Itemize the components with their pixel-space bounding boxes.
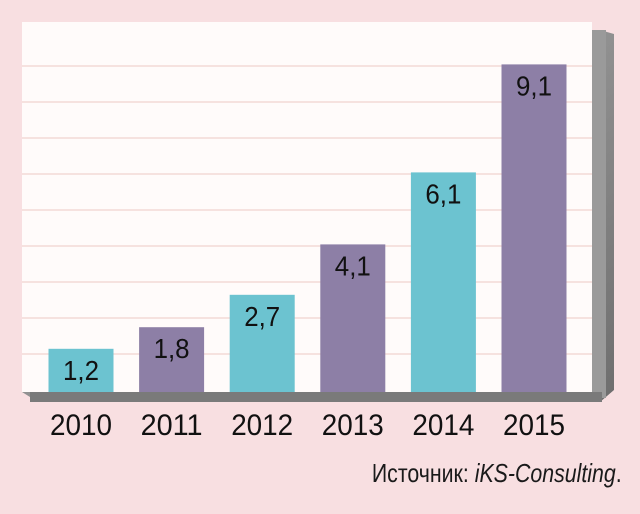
x-tick-label-2011: 2011 — [141, 409, 203, 442]
plot-frame-bottom-depth — [30, 392, 602, 402]
source-end: . — [616, 458, 622, 488]
bar-2014 — [410, 172, 476, 392]
x-tick-label-2015: 2015 — [503, 409, 565, 442]
value-label-2011: 1,8 — [154, 333, 190, 364]
x-tick-label-2013: 2013 — [322, 409, 384, 442]
bar-2015 — [501, 64, 567, 393]
source-name: iKS-Consulting — [475, 458, 617, 488]
value-label-2010: 1,2 — [63, 355, 99, 386]
x-tick-label-2010: 2010 — [50, 409, 112, 442]
value-labels: 1,2 1,8 2,7 4,1 6,1 9,1 — [63, 70, 552, 385]
source-note: Источник: iKS-Consulting. — [372, 458, 622, 489]
x-tick-label-2012: 2012 — [231, 409, 293, 442]
grid-lines — [22, 65, 592, 355]
plot-area — [22, 22, 592, 392]
value-label-2014: 6,1 — [425, 178, 461, 209]
bar-2013 — [320, 244, 386, 392]
source-label: Источник: — [372, 458, 476, 488]
value-label-2013: 4,1 — [335, 250, 371, 281]
x-tick-label-2014: 2014 — [412, 409, 474, 442]
bars — [48, 64, 567, 393]
bar-2011 — [139, 327, 205, 392]
value-label-2012: 2,7 — [244, 301, 280, 332]
x-axis-tick-labels: 2010 2011 2012 2013 2014 2015 — [50, 409, 565, 442]
bar-2012 — [229, 294, 295, 392]
value-label-2015: 9,1 — [516, 70, 552, 101]
bar-2010 — [48, 348, 114, 392]
